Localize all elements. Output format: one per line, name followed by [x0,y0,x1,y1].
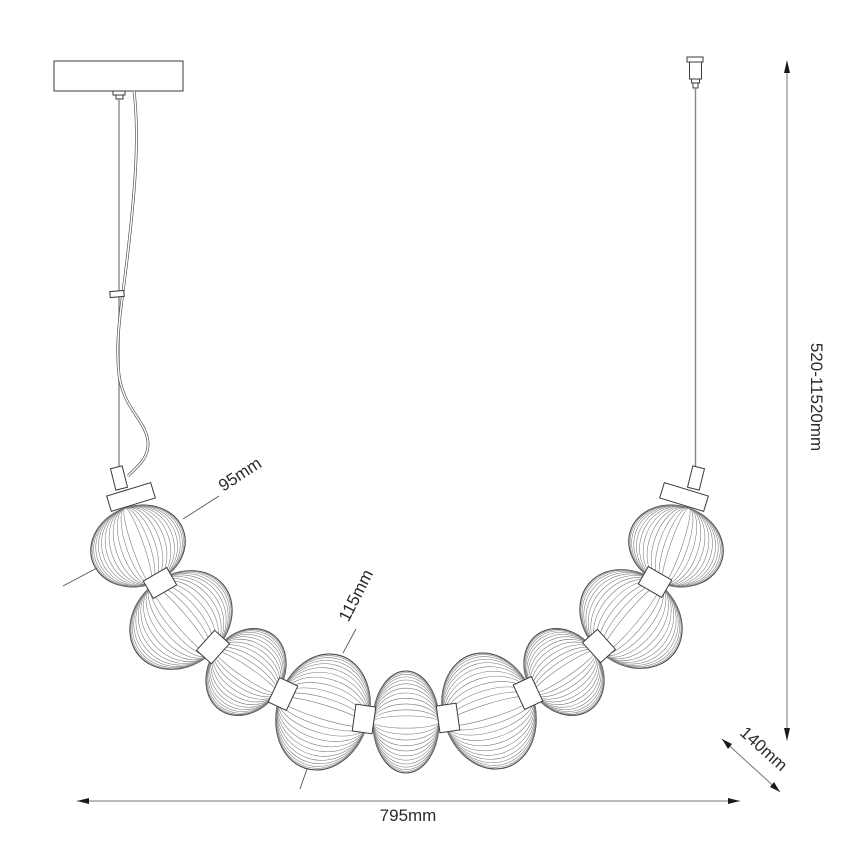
right-cap-neck [686,465,706,491]
leader-line-115mm [342,628,357,654]
connector-block [581,628,617,664]
width-arrow-right-icon [728,798,740,804]
depth-arrow-lower-icon [770,782,780,792]
connector-block [637,565,673,599]
height-dimension-label: 520-11520mm [807,343,826,451]
globe-connector-5 [435,702,461,734]
height-arrow-top-icon [784,60,790,73]
ceiling-canopy [53,60,184,100]
left-power-cable [116,90,150,477]
globe-diameter-label-large: 115mm [335,566,377,624]
globe-connector-7 [581,628,617,664]
right-fitting-step [691,78,700,84]
globe-connector-1 [142,566,178,600]
globe-connector-3 [267,676,299,712]
connector-block [512,675,544,711]
canopy-wire-nipple [112,90,126,96]
right-fitting-neck [692,82,699,89]
depth-dimension-label: 140mm [736,723,791,775]
height-arrow-bottom-icon [784,728,790,741]
globe-connector-6 [512,675,544,711]
leader-line-95mm [182,495,220,520]
width-arrow-left-icon [77,798,89,804]
left-end-cap [106,465,156,512]
globe-connector-2 [195,629,231,665]
dimension-depth: 140mm [721,723,791,793]
leader-line-left-connector [62,567,98,587]
connector-block [195,629,231,665]
globe-connector-8 [637,565,673,599]
left-cap-block [106,482,156,512]
dimension-width: 795mm [77,798,740,825]
right-fitting-body [689,61,702,80]
right-suspension [686,56,704,470]
right-end-cap [659,465,709,512]
left-suspension [109,90,150,477]
right-cap-block [659,482,709,512]
connector-block [267,676,299,712]
connector-block [142,566,178,600]
canopy-box [53,60,184,92]
globe-diameter-label-small: 95mm [215,454,265,496]
wire-height-clamp [109,289,125,299]
dimension-height: 520-11520mm [784,60,826,741]
globe-5 [372,670,440,774]
left-cap-neck [109,465,129,491]
garland [90,504,724,774]
width-dimension-label: 795mm [380,806,437,825]
leader-line-bottom-connector [299,768,308,790]
right-fitting-flange [686,56,704,63]
left-power-cable-core [116,90,149,477]
globe-connector-4 [351,703,377,735]
connector-block [351,703,377,735]
depth-dimension-line [721,738,781,793]
depth-arrow-upper-icon [722,739,732,749]
connector-block [435,702,461,734]
